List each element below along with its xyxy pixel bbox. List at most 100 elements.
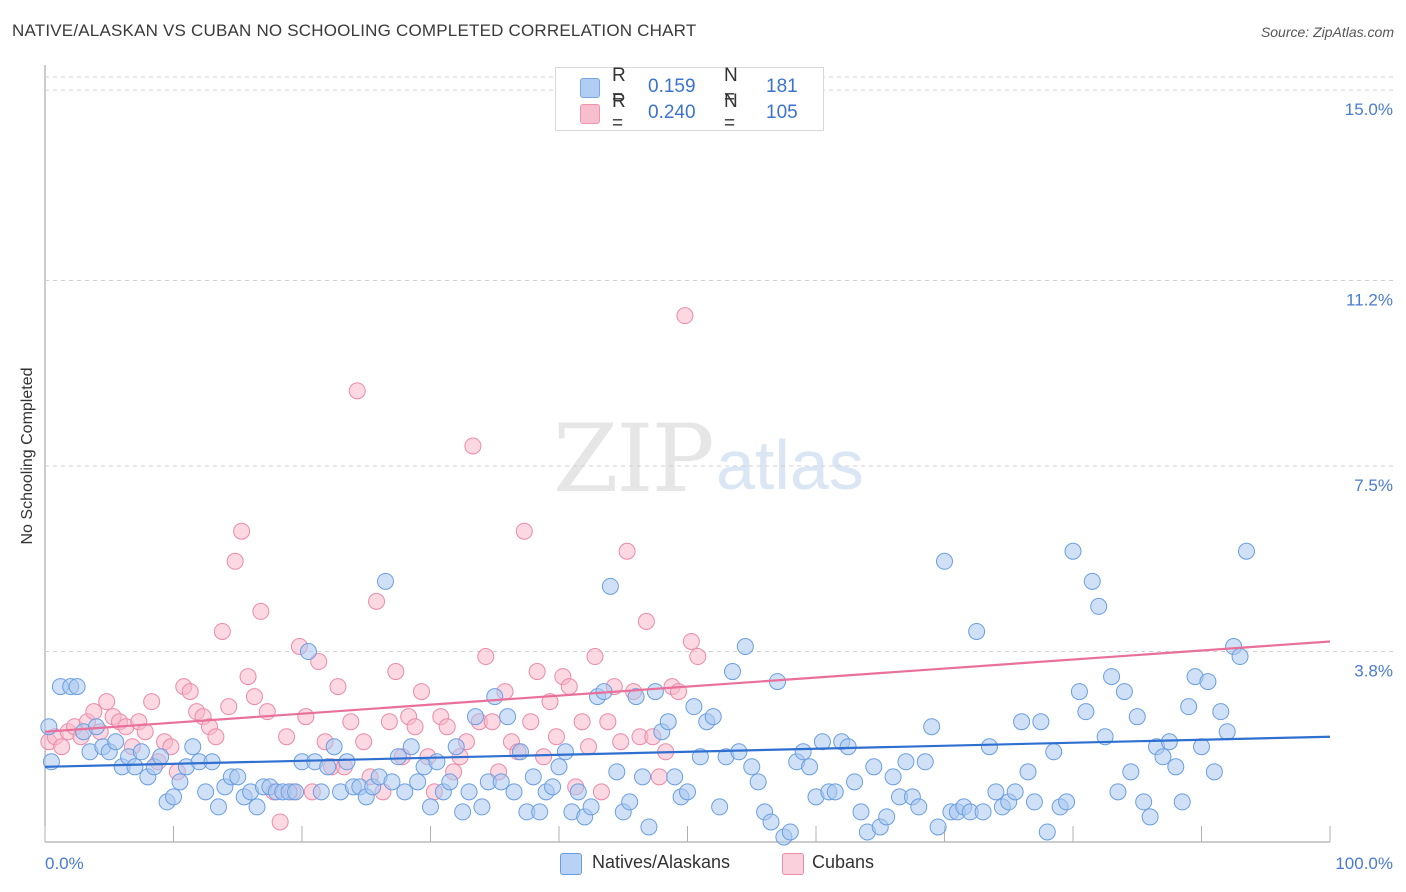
cuban-point xyxy=(592,783,610,801)
cuban-point xyxy=(580,738,598,756)
native-point xyxy=(1064,542,1082,560)
cuban-point xyxy=(637,612,655,630)
native-point xyxy=(749,773,767,791)
cuban-point xyxy=(522,713,540,731)
cuban-point xyxy=(342,713,360,731)
watermark-atlas: atlas xyxy=(716,426,864,504)
cuban-point xyxy=(535,748,553,766)
native-point xyxy=(897,753,915,771)
cuban-point xyxy=(181,683,199,701)
cuban-point xyxy=(162,738,180,756)
native-point xyxy=(1205,763,1223,781)
native-point xyxy=(524,768,542,786)
source-label: Source: ZipAtlas.com xyxy=(1260,24,1394,40)
native-point xyxy=(229,768,247,786)
native-point xyxy=(1019,763,1037,781)
native-point xyxy=(1167,758,1185,776)
native-point xyxy=(762,813,780,831)
native-point xyxy=(1070,683,1088,701)
native-point xyxy=(197,783,215,801)
native-point xyxy=(1135,793,1153,811)
native-point xyxy=(325,738,343,756)
natives-legend-swatch xyxy=(560,853,582,875)
n-value: 105 xyxy=(766,102,798,123)
native-point xyxy=(865,758,883,776)
native-point xyxy=(1199,673,1217,691)
x-tick-label: 100.0% xyxy=(1335,854,1393,873)
r-label: R = xyxy=(612,91,626,134)
native-point xyxy=(1032,713,1050,731)
cuban-point xyxy=(464,437,482,455)
native-point xyxy=(1115,683,1133,701)
native-point xyxy=(968,622,986,640)
native-point xyxy=(659,713,677,731)
native-point xyxy=(454,803,472,821)
cuban-point xyxy=(560,678,578,696)
native-point xyxy=(1122,763,1140,781)
y-tick-label: 15.0% xyxy=(1345,100,1393,119)
native-point xyxy=(209,798,227,816)
cubans-legend-label: Cubans xyxy=(812,852,875,872)
native-point xyxy=(916,753,934,771)
native-point xyxy=(711,798,729,816)
native-point xyxy=(910,798,928,816)
native-point xyxy=(299,643,317,661)
n-label: N = xyxy=(724,91,738,134)
watermark-zip: ZIP xyxy=(553,405,715,514)
native-point xyxy=(422,798,439,816)
native-point xyxy=(1180,698,1198,716)
native-point xyxy=(107,733,125,751)
native-point xyxy=(248,798,266,816)
cuban-point xyxy=(226,552,244,570)
native-point xyxy=(1160,733,1178,751)
native-point xyxy=(781,823,799,841)
cuban-point xyxy=(310,653,328,671)
native-point xyxy=(1058,793,1076,811)
cuban-point xyxy=(252,602,270,620)
native-point xyxy=(987,783,1005,801)
native-point xyxy=(679,783,696,801)
cuban-point xyxy=(207,728,225,746)
cuban-point xyxy=(650,768,668,786)
native-point xyxy=(409,773,427,791)
cuban-point xyxy=(547,728,565,746)
native-point xyxy=(878,808,896,826)
native-point xyxy=(466,708,484,726)
native-point xyxy=(486,688,504,706)
cuban-point xyxy=(380,713,398,731)
native-point xyxy=(794,743,812,761)
native-point xyxy=(608,763,626,781)
cuban-point xyxy=(368,592,386,610)
native-point xyxy=(884,768,902,786)
native-point xyxy=(813,733,831,751)
native-point xyxy=(165,788,182,806)
native-point xyxy=(383,773,401,791)
native-point xyxy=(691,748,709,766)
native-point xyxy=(569,783,587,801)
cuban-point xyxy=(618,542,636,560)
native-point xyxy=(338,753,356,771)
native-point xyxy=(377,572,395,590)
cuban-point xyxy=(278,728,296,746)
native-point xyxy=(389,748,407,766)
native-point xyxy=(441,773,459,791)
native-point xyxy=(287,783,305,801)
native-point xyxy=(640,818,658,836)
native-point xyxy=(736,637,754,655)
natives-swatch xyxy=(580,78,600,98)
native-point xyxy=(1128,708,1146,726)
native-point xyxy=(402,738,420,756)
cuban-point xyxy=(573,713,591,731)
native-point xyxy=(723,663,741,681)
native-point xyxy=(704,708,722,726)
cuban-point xyxy=(586,648,604,666)
cuban-point xyxy=(348,382,366,400)
native-point xyxy=(1237,542,1255,560)
cuban-point xyxy=(515,522,533,540)
cuban-point xyxy=(239,668,257,686)
native-point xyxy=(627,688,645,706)
native-point xyxy=(447,738,465,756)
cuban-point xyxy=(329,678,347,696)
cubans-trend-line xyxy=(44,640,1331,733)
